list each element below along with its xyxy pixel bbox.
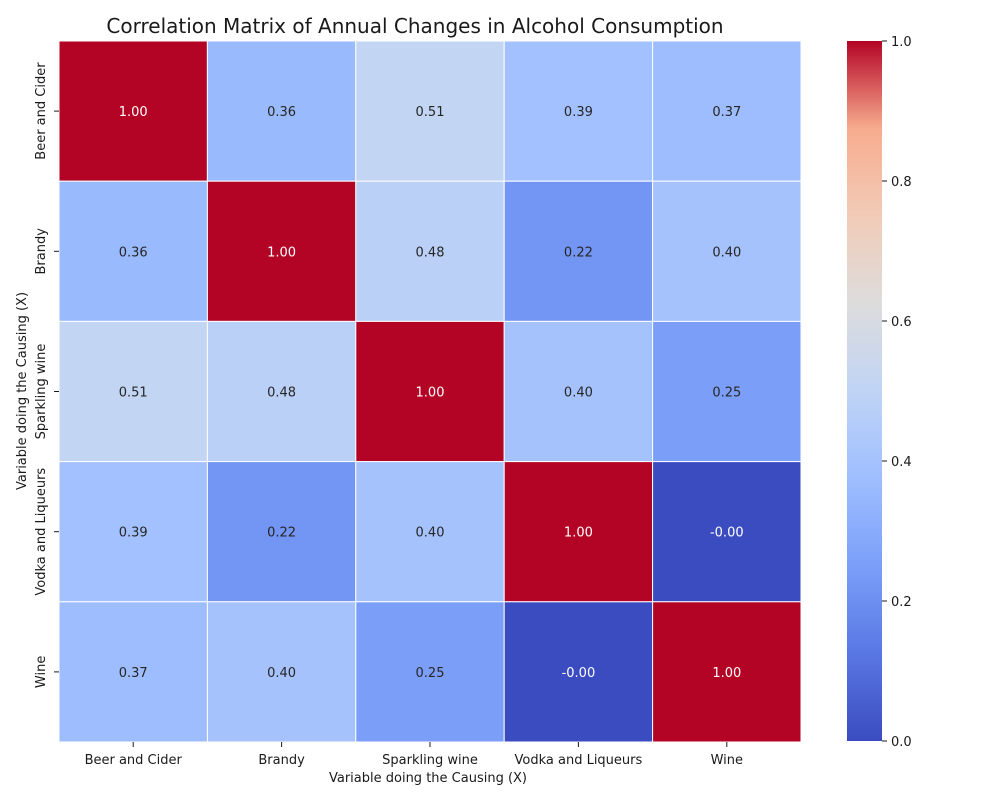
heatmap-cell (652, 180, 802, 322)
x-tick-label: Beer and Cider (85, 753, 183, 768)
y-tick-label: Sparkling wine (34, 344, 49, 440)
colorbar-tick-label: 0.4 (891, 455, 912, 470)
x-tick-label: Vodka and Liqueurs (515, 753, 643, 768)
cell-value-label: 0.51 (416, 105, 445, 120)
heatmap-cell (652, 320, 802, 463)
heatmap-cell (206, 40, 357, 182)
heatmap-cell (652, 601, 802, 743)
cell-value-label: 0.25 (416, 666, 445, 681)
cell-value-label: 0.40 (712, 245, 741, 260)
cell-value-label: 0.48 (416, 245, 445, 260)
x-tick-label: Sparkling wine (382, 753, 478, 768)
cell-value-label: 0.22 (267, 526, 296, 541)
y-tick-labels: Beer and Cider Brandy Sparkling wine Vodka … (34, 62, 59, 688)
cell-value-label: 0.39 (119, 526, 148, 541)
cell-value-label: 1.00 (267, 245, 296, 260)
heatmap-cell (206, 180, 357, 322)
heatmap-cell (652, 461, 802, 603)
heatmap-cell (58, 40, 208, 182)
y-tick-label: Brandy (34, 228, 49, 275)
cell-value-label: 0.48 (267, 386, 296, 401)
heatmap-cell (58, 601, 208, 743)
heatmap-cell (355, 320, 505, 463)
heatmap-cell (503, 320, 654, 463)
heatmap-cell (206, 320, 357, 463)
cell-value-label: 0.40 (564, 386, 593, 401)
x-tick-label: Brandy (258, 753, 305, 768)
cell-value-label: 1.00 (416, 386, 445, 401)
colorbar-ticks: 0.0 0.2 0.4 0.6 0.8 1.0 (882, 35, 912, 750)
colorbar (847, 41, 882, 741)
cell-value-label: 0.36 (267, 105, 296, 120)
cell-value-label: 1.00 (119, 105, 148, 120)
cell-value-label: 0.40 (267, 666, 296, 681)
heatmap-cells: 1.00 0.36 0.51 0.39 0.37 0.36 1.00 0.48 0.22 0.40… (58, 40, 802, 743)
heatmap-cell (355, 180, 505, 322)
colorbar-tick-label: 0.6 (891, 315, 912, 330)
cell-value-label: 0.25 (712, 386, 741, 401)
cell-value-label: 0.40 (416, 526, 445, 541)
heatmap-cell (503, 40, 654, 182)
chart-title: Correlation Matrix of Annual Changes in … (106, 14, 723, 38)
y-tick-label: Beer and Cider (34, 62, 49, 160)
heatmap-cell (652, 40, 802, 182)
heatmap-cell (206, 601, 357, 743)
heatmap-cell (355, 40, 505, 182)
colorbar-tick-label: 0.2 (891, 595, 912, 610)
heatmap-cell (58, 180, 208, 322)
cell-value-label: 0.39 (564, 105, 593, 120)
cell-value-label: 0.36 (119, 245, 148, 260)
colorbar-tick-label: 0.0 (891, 735, 912, 750)
y-tick-label: Vodka and Liqueurs (34, 468, 49, 596)
cell-value-label: 0.22 (564, 245, 593, 260)
cell-value-label: 0.37 (712, 105, 741, 120)
heatmap-cell (503, 461, 654, 603)
x-tick-label: Wine (711, 753, 743, 768)
cell-value-label: 0.37 (119, 666, 148, 681)
y-axis-label: Variable doing the Causing (X) (15, 292, 30, 490)
cell-value-label: 1.00 (564, 526, 593, 541)
heatmap-cell (355, 461, 505, 603)
cell-value-label: -0.00 (710, 526, 744, 541)
colorbar-tick-label: 0.8 (891, 175, 912, 190)
x-axis-label: Variable doing the Causing (X) (329, 771, 527, 786)
x-tick-labels: Beer and Cider Brandy Sparkling wine Vodka … (85, 742, 743, 768)
colorbar-tick-label: 1.0 (891, 35, 912, 50)
cell-value-label: -0.00 (562, 666, 596, 681)
heatmap-cell (355, 601, 505, 743)
heatmap-cell (206, 461, 357, 603)
cell-value-label: 1.00 (712, 666, 741, 681)
y-tick-label: Wine (34, 656, 49, 688)
cell-value-label: 0.51 (119, 386, 148, 401)
